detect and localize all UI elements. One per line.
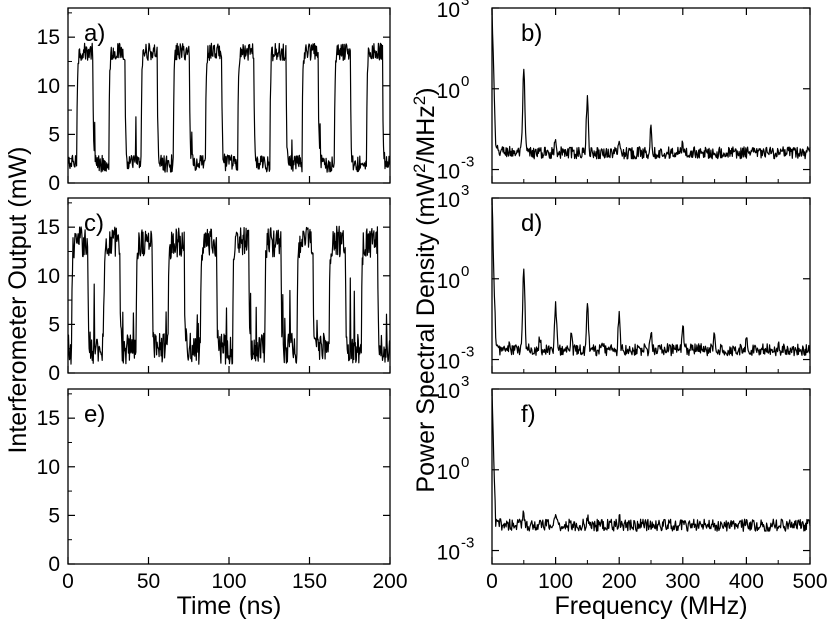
y-tick-label: 5 [48,313,60,336]
y-tick-exponent: -3 [461,535,474,552]
panel-label: d) [521,210,542,237]
y-tick-label: 0 [48,553,60,576]
x-tick-label: 300 [665,570,700,593]
spectrum-trace [491,389,811,532]
x-tick-label: 150 [292,570,327,593]
right-y-axis-label: Power Spectral Density (mW2/MHz2) [410,87,441,492]
x-tick-label: 200 [602,570,637,593]
x-tick-label: 400 [729,570,764,593]
panel-c: c) 0 5 10 15 [37,197,391,385]
y-tick-label: 10 [37,75,60,98]
x-tick-label: 100 [211,570,246,593]
y-tick-label: 10 [437,270,460,293]
y-tick-exponent: 3 [461,182,469,199]
y-tick-label: 10 [437,189,460,212]
panel-a: a) 0 5 10 15 [37,7,391,195]
panel-label: f) [521,401,536,428]
panel-label: b) [521,20,542,47]
y-tick-exponent: -3 [461,154,474,171]
y-tick-label: 10 [437,351,460,374]
left-y-axis-label: Interferometer Output (mW) [4,146,32,453]
y-tick-exponent: -3 [461,344,474,361]
y-tick-label: 10 [37,265,60,288]
y-tick-label: 15 [37,216,60,239]
y-tick-label: 15 [37,407,60,430]
y-tick-label: 10 [437,80,460,103]
y-tick-exponent: 0 [461,263,469,280]
y-tick-label: 10 [437,461,460,484]
panel-label: e) [84,401,105,428]
y-tick-label: 10 [437,0,460,22]
panel-label: a) [84,20,105,47]
y-tick-label: 5 [48,123,60,146]
y-tick-label: 10 [437,380,460,403]
time-x-axis-label: Time (ns) [177,592,282,620]
panel-f: f)10 310 010 -30 100 200 300 400 500 [437,373,828,593]
plot-frame [67,197,391,374]
time-series-trace [67,225,391,365]
x-tick-label: 0 [62,570,74,593]
frequency-x-axis-label: Frequency (MHz) [554,592,747,620]
y-tick-label: 0 [48,362,60,385]
panel-label: c) [84,210,104,237]
plot-frame [491,388,811,565]
x-tick-label: 200 [372,570,407,593]
y-tick-exponent: 3 [461,373,469,390]
plot-frame [67,388,391,565]
y-tick-label: 10 [437,161,460,184]
time-series-trace [67,42,391,173]
y-tick-label: 15 [37,26,60,49]
x-tick-label: 100 [538,570,573,593]
y-tick-label: 10 [37,456,60,479]
y-tick-label: 0 [48,172,60,195]
y-tick-exponent: 0 [461,73,469,90]
spectrum-trace [491,198,811,357]
y-tick-exponent: 0 [461,454,469,471]
x-tick-label: 50 [137,570,160,593]
y-tick-exponent: 3 [461,0,469,9]
y-tick-label: 10 [437,542,460,565]
spectrum-trace [491,8,811,160]
x-tick-label: 0 [486,570,498,593]
y-tick-label: 5 [48,504,60,527]
x-tick-label: 500 [792,570,827,593]
